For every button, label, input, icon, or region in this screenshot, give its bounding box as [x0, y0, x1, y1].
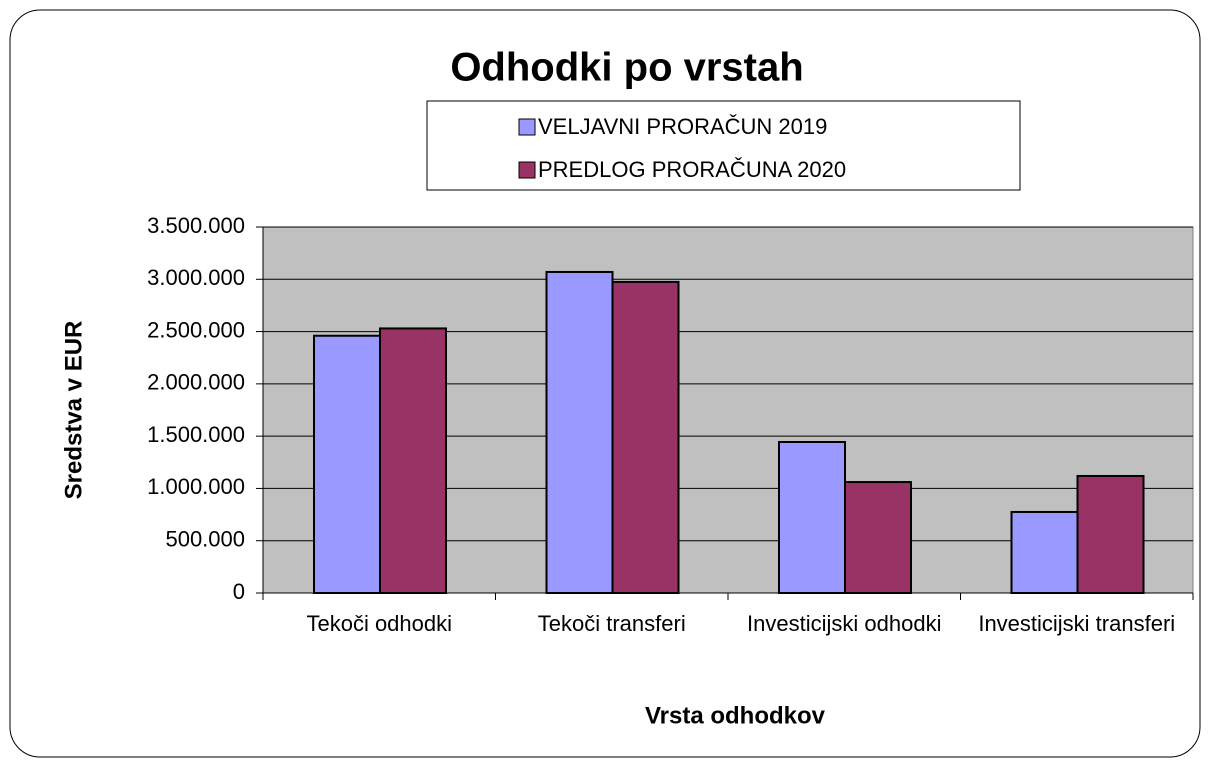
x-tick-label: Investicijski odhodki — [747, 611, 942, 636]
x-axis-label: Vrsta odhodkov — [645, 702, 826, 729]
legend-swatch — [518, 118, 536, 136]
y-axis-label: Sredstva v EUR — [60, 321, 87, 500]
bar — [545, 270, 614, 594]
y-tick-label: 500.000 — [165, 527, 245, 552]
bar — [313, 334, 381, 594]
y-tick-label: 2.000.000 — [147, 370, 245, 395]
x-tick-label: Investicijski transferi — [978, 611, 1176, 636]
bar — [844, 481, 912, 594]
y-tick-label: 3.000.000 — [147, 265, 245, 290]
x-tick-label: Tekoči odhodki — [306, 611, 453, 636]
bar — [1076, 474, 1145, 594]
legend-label: VELJAVNI PRORAČUN 2019 — [538, 114, 827, 139]
y-tick-label: 1.000.000 — [147, 474, 245, 499]
x-tick-label: Tekoči transferi — [537, 611, 686, 636]
chart-title: Odhodki po vrstah — [450, 46, 803, 90]
legend-label: PREDLOG PRORAČUNA 2020 — [538, 157, 846, 182]
bar — [1010, 510, 1079, 595]
y-tick-label: 1.500.000 — [147, 422, 245, 447]
y-tick-label: 2.500.000 — [147, 317, 245, 342]
bar — [611, 280, 680, 594]
bar — [778, 440, 846, 595]
y-tick-label: 0 — [233, 579, 245, 604]
y-tick-label: 3.500.000 — [147, 213, 245, 238]
legend-swatch — [518, 161, 536, 179]
bar — [379, 327, 447, 594]
